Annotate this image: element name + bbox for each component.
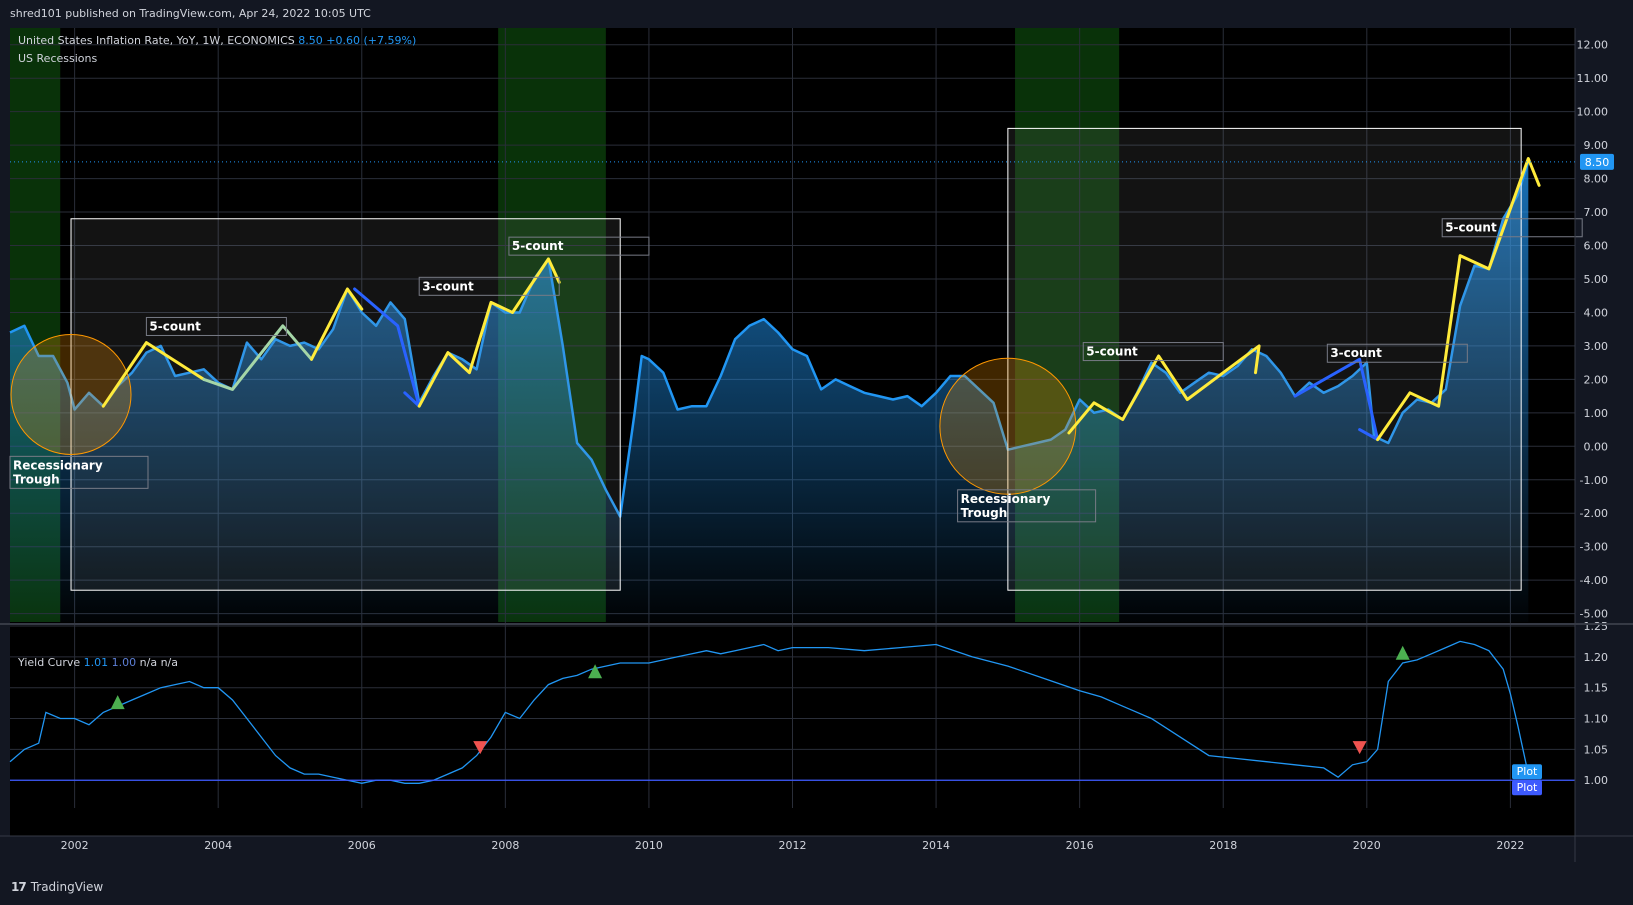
x-tick-label: 2008 — [491, 839, 519, 852]
y-tick-label: 8.00 — [1584, 173, 1609, 186]
inflation-area-fill — [10, 161, 1529, 622]
footer-bar: 𝟭𝟳 TradingView — [0, 872, 1633, 905]
last-value-label: 8.50 — [1585, 156, 1610, 169]
yc-tick-label: 1.00 — [1584, 774, 1609, 787]
wave-overlay-0 — [101, 341, 206, 408]
analysis-box-1 — [1007, 127, 1522, 591]
yield-curve-line — [9, 640, 1529, 784]
trough-circle-0 — [10, 333, 132, 455]
yield-v2: 1.00 — [111, 656, 137, 669]
inflation-line — [9, 161, 1530, 518]
annotation-box — [508, 236, 650, 256]
y-tick-label: 6.00 — [1584, 240, 1609, 253]
annotation-label: Recessionary — [961, 492, 1051, 506]
yield-v3: n/a — [139, 656, 158, 669]
plot-end-label: Plot — [1517, 781, 1538, 794]
publisher-bar: shred101 published on TradingView.com, A… — [0, 0, 1633, 28]
x-tick-label: 2004 — [204, 839, 232, 852]
y-tick-label: 0.00 — [1584, 440, 1609, 453]
tradingview-brand[interactable]: 𝟭𝟳 TradingView — [11, 880, 103, 894]
y-tick-label: -5.00 — [1580, 608, 1608, 621]
yc-tick-label: 1.25 — [1584, 620, 1609, 633]
brand-label: TradingView — [30, 880, 104, 894]
x-tick-label: 2012 — [779, 839, 807, 852]
last-value: 8.50 — [298, 34, 323, 47]
annotation-label: 5-count — [1086, 345, 1138, 359]
annotation-label: Trough — [961, 506, 1008, 520]
signal-up-marker — [110, 695, 125, 710]
y-tick-label: 3.00 — [1584, 340, 1609, 353]
y-tick-label: 4.00 — [1584, 306, 1609, 319]
y-tick-label: 1.00 — [1584, 407, 1609, 420]
annotation-label: 5-count — [512, 239, 564, 253]
y-tick-label: 10.00 — [1577, 106, 1609, 119]
annotation-label: Trough — [13, 472, 60, 486]
annotation-box — [418, 276, 560, 296]
y-tick-label: -2.00 — [1580, 507, 1608, 520]
signal-down-marker — [1352, 741, 1367, 755]
plot-end-label: Plot — [1517, 765, 1538, 778]
publisher-text: shred101 published on TradingView.com, A… — [10, 7, 371, 20]
x-tick-label: 2006 — [348, 839, 376, 852]
change-value: +0.60 (+7.59%) — [326, 34, 417, 47]
plot-end-badge — [1512, 780, 1542, 796]
wave-overlay-6 — [1293, 357, 1380, 442]
wave-overlay-1 — [202, 324, 313, 391]
annotation-label: 5-count — [149, 319, 201, 333]
signal-up-marker — [1395, 645, 1410, 660]
wave-overlay-4 — [417, 257, 561, 408]
x-tick-label: 2022 — [1496, 839, 1524, 852]
x-tick-label: 2014 — [922, 839, 950, 852]
signal-down-marker — [473, 741, 488, 755]
wave-overlay-7 — [1376, 157, 1541, 442]
chart-canvas[interactable]: 5-count 3-count 5-count 5-count 3-count 5-cou… — [0, 28, 1633, 872]
annotation-label: Recessionary — [13, 458, 103, 472]
yield-name: Yield Curve — [18, 656, 81, 669]
wave-overlay-5 — [1067, 344, 1261, 435]
y-tick-label: 2.00 — [1584, 373, 1609, 386]
yc-tick-label: 1.05 — [1584, 743, 1609, 756]
y-tick-label: 5.00 — [1584, 273, 1609, 286]
y-tick-label: 7.00 — [1584, 206, 1609, 219]
annotation-box — [1441, 218, 1583, 238]
trough-circle-1 — [939, 357, 1077, 495]
overlay-legend: US Recessions — [18, 52, 97, 65]
main-legend: United States Inflation Rate, YoY, 1W, E… — [18, 34, 416, 47]
annotation-box — [957, 489, 1097, 523]
analysis-box-0 — [70, 218, 621, 591]
yield-v4: n/a — [160, 656, 178, 669]
yc-tick-label: 1.20 — [1584, 651, 1609, 664]
signal-up-marker — [588, 664, 603, 679]
yc-tick-label: 1.10 — [1584, 713, 1609, 726]
tradingview-logo-icon: 𝟭𝟳 — [11, 880, 27, 894]
x-tick-label: 2016 — [1066, 839, 1094, 852]
yc-tick-label: 1.15 — [1584, 682, 1609, 695]
x-tick-label: 2018 — [1209, 839, 1237, 852]
x-tick-label: 2020 — [1353, 839, 1381, 852]
yield-legend: Yield Curve 1.01 1.00 n/a n/a — [18, 656, 178, 669]
last-value-badge — [1580, 153, 1614, 170]
y-tick-label: -4.00 — [1580, 574, 1608, 587]
overlay-name: US Recessions — [18, 52, 98, 65]
wave-overlay-3 — [353, 287, 421, 408]
x-tick-label: 2010 — [635, 839, 663, 852]
yield-v1: 1.01 — [83, 656, 109, 669]
symbol-name: United States Inflation Rate, YoY, 1W, E… — [18, 34, 295, 47]
y-tick-label: -3.00 — [1580, 541, 1608, 554]
annotation-label: 5-count — [1445, 221, 1497, 235]
annotation-box — [145, 316, 287, 336]
wave-overlay-2 — [310, 287, 364, 361]
y-tick-label: -1.00 — [1580, 474, 1608, 487]
x-tick-label: 2002 — [61, 839, 89, 852]
annotation-box — [9, 455, 149, 489]
y-tick-label: 9.00 — [1584, 139, 1609, 152]
y-tick-label: 11.00 — [1577, 72, 1609, 85]
plot-end-badge — [1512, 764, 1542, 780]
annotation-label: 3-count — [422, 279, 474, 293]
annotation-box — [1326, 343, 1468, 363]
y-tick-label: 12.00 — [1577, 39, 1609, 52]
annotation-box — [1082, 342, 1224, 362]
annotation-label: 3-count — [1330, 346, 1382, 360]
